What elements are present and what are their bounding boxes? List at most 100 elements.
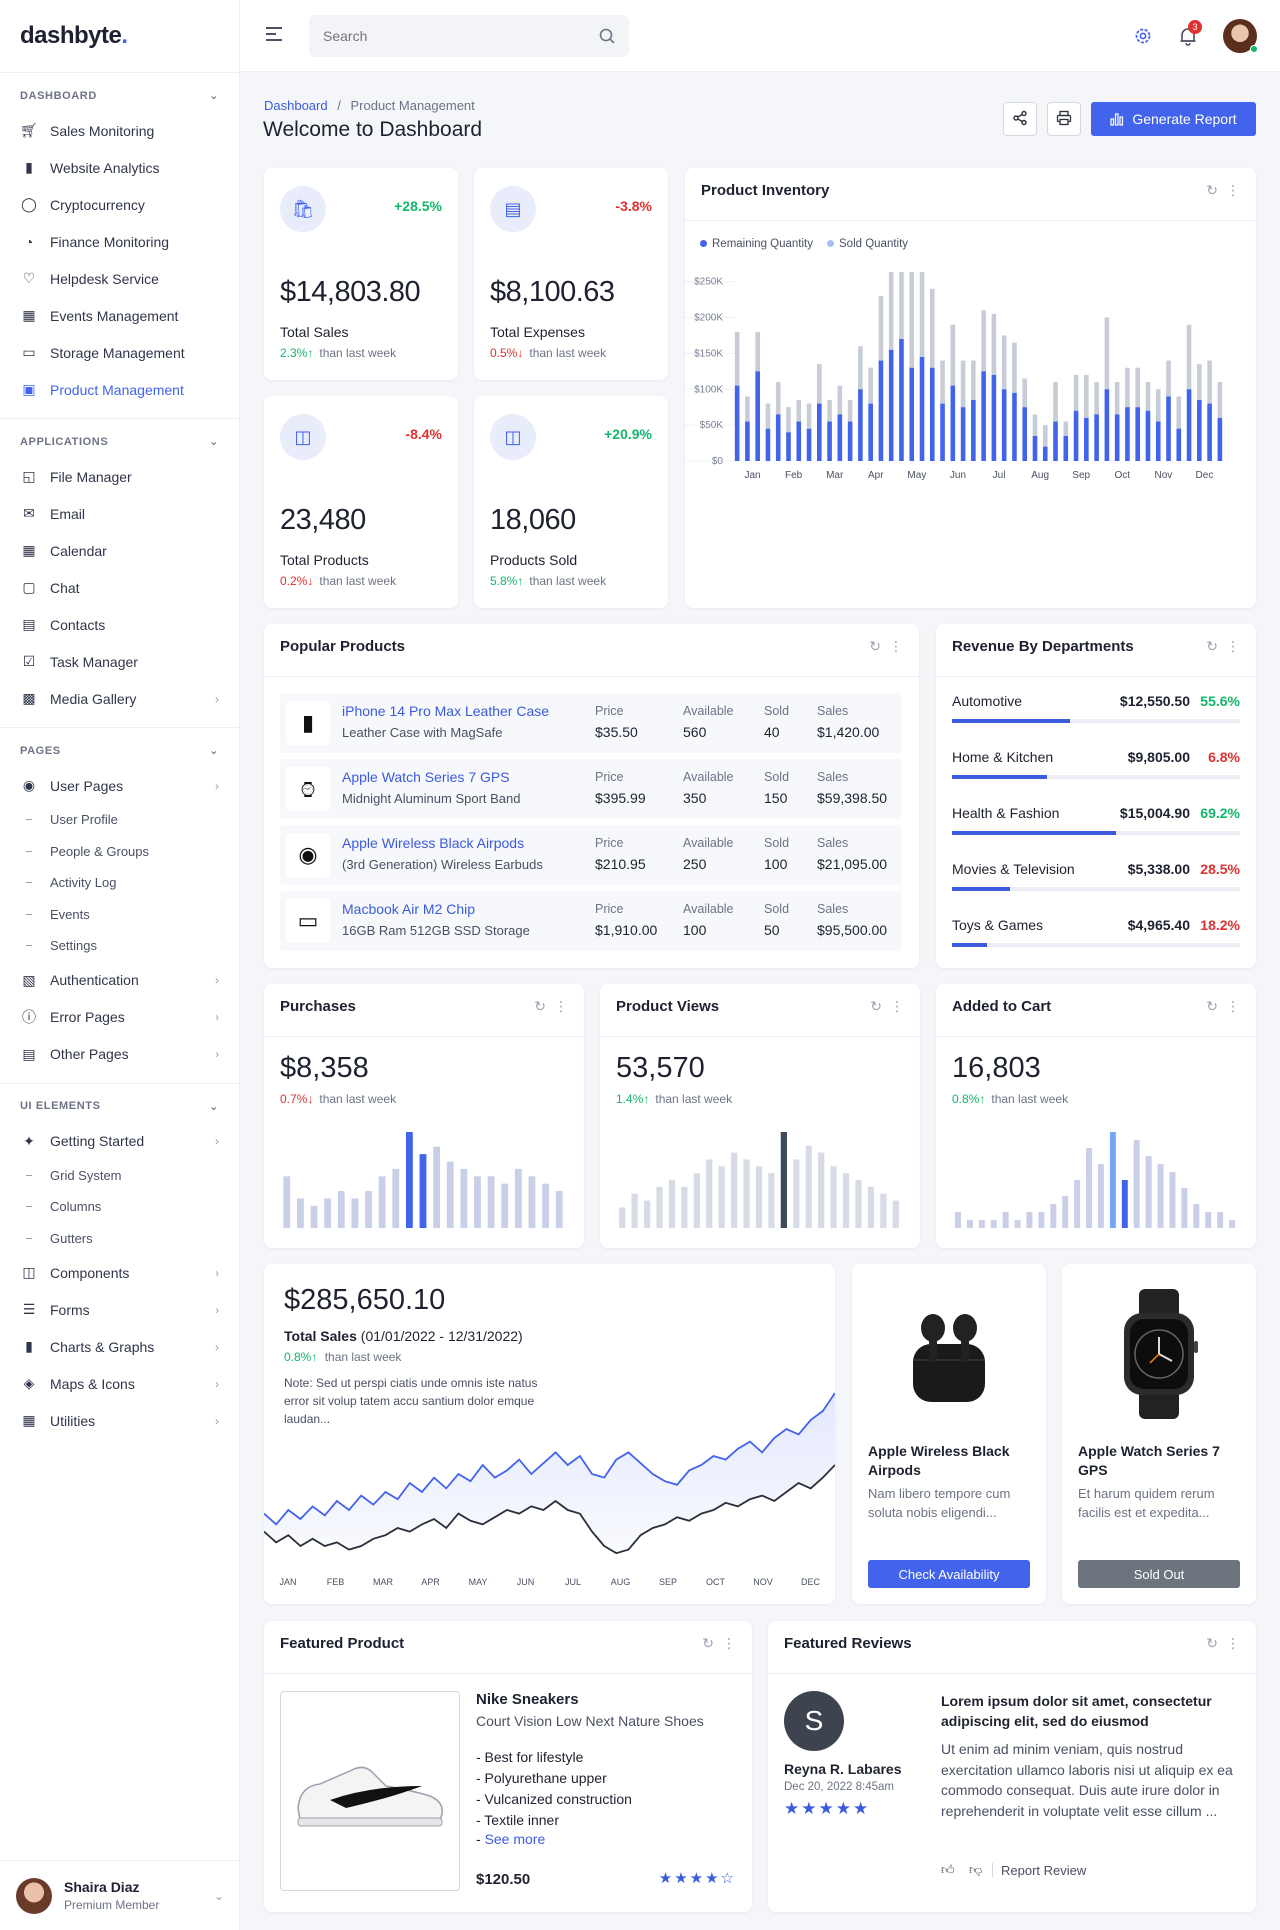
chart-bar[interactable] xyxy=(1157,1164,1164,1228)
bar-sold[interactable] xyxy=(806,403,812,429)
chart-bar[interactable] xyxy=(1097,1164,1104,1228)
bar-sold[interactable] xyxy=(837,385,843,415)
chart-bar[interactable] xyxy=(681,1186,688,1228)
chart-bar[interactable] xyxy=(780,1132,787,1228)
table-row[interactable]: ⌚︎ Apple Watch Series 7 GPS Midnight Alumi… xyxy=(280,759,902,819)
brand-logo[interactable]: dashbyte. xyxy=(0,0,239,72)
bar-sold[interactable] xyxy=(827,400,832,422)
sidebar-item-file-manager[interactable]: ◱ File Manager xyxy=(0,458,239,495)
refresh-icon[interactable]: ↻ xyxy=(1206,182,1218,198)
sidebar-item-chat[interactable]: ▢ Chat xyxy=(0,569,239,606)
bar-remaining[interactable] xyxy=(1217,417,1223,461)
bar-sold[interactable] xyxy=(1104,317,1110,390)
bar-sold[interactable] xyxy=(899,272,904,340)
nav-section-header[interactable]: APPLICATIONS ⌄ xyxy=(0,431,239,458)
bar-remaining[interactable] xyxy=(1176,428,1182,461)
bar-remaining[interactable] xyxy=(909,367,915,461)
bar-sold[interactable] xyxy=(1186,324,1192,390)
sidebar-item-product-management[interactable]: ▣ Product Management xyxy=(0,371,239,408)
bar-sold[interactable] xyxy=(734,331,740,386)
bar-sold[interactable] xyxy=(1207,360,1212,404)
bar-sold[interactable] xyxy=(847,400,853,422)
refresh-icon[interactable]: ↻ xyxy=(869,638,881,654)
bar-sold[interactable] xyxy=(940,360,945,404)
star-empty-icon[interactable]: ☆ xyxy=(720,1870,736,1887)
table-row[interactable]: ◉ Apple Wireless Black Airpods (3rd Genera… xyxy=(280,825,902,885)
bar-remaining[interactable] xyxy=(1125,407,1130,461)
bar-remaining[interactable] xyxy=(1135,407,1140,461)
bar-sold[interactable] xyxy=(1155,389,1161,422)
chart-bar[interactable] xyxy=(805,1145,812,1228)
sidebar-subitem-settings[interactable]: Settings xyxy=(0,930,239,962)
more-vertical-icon[interactable]: ⋮ xyxy=(1226,1635,1240,1651)
thumbs-down-icon[interactable]: 👎︎ xyxy=(969,1862,983,1877)
bar-sold[interactable] xyxy=(909,272,915,368)
product-image-frame[interactable] xyxy=(280,1691,460,1891)
sidebar-item-storage-management[interactable]: ▭ Storage Management xyxy=(0,334,239,371)
chart-bar[interactable] xyxy=(1050,1204,1057,1228)
chart-bar[interactable] xyxy=(1169,1172,1176,1228)
bar-sold[interactable] xyxy=(971,360,976,401)
product-name-link[interactable]: Apple Wireless Black Airpods xyxy=(342,835,525,851)
sidebar-item-contacts[interactable]: ▤ Contacts xyxy=(0,606,239,643)
nav-section-header[interactable]: PAGES ⌄ xyxy=(0,740,239,767)
share-button[interactable] xyxy=(1003,102,1037,136)
bar-sold[interactable] xyxy=(1197,364,1202,401)
bar-sold[interactable] xyxy=(950,324,956,386)
search-input[interactable] xyxy=(309,15,629,57)
chart-bar[interactable] xyxy=(514,1168,522,1228)
sidebar-subitem-people-groups[interactable]: People & Groups xyxy=(0,836,239,868)
refresh-icon[interactable]: ↻ xyxy=(1206,998,1218,1014)
bar-remaining[interactable] xyxy=(1001,389,1007,461)
chart-bar[interactable] xyxy=(643,1200,651,1228)
bar-remaining[interactable] xyxy=(1053,421,1058,461)
chart-bar[interactable] xyxy=(487,1176,495,1228)
bar-remaining[interactable] xyxy=(1012,392,1017,461)
chart-bar[interactable] xyxy=(978,1220,985,1228)
bar-remaining[interactable] xyxy=(745,421,750,461)
bar-sold[interactable] xyxy=(1001,335,1007,390)
bar-sold[interactable] xyxy=(1022,378,1028,408)
more-vertical-icon[interactable]: ⋮ xyxy=(554,998,568,1014)
bar-remaining[interactable] xyxy=(765,428,771,461)
sidebar-item-error-pages[interactable]: ⓘ Error Pages › xyxy=(0,999,239,1036)
sidebar-item-media-gallery[interactable]: ▩ Media Gallery › xyxy=(0,680,239,717)
bar-remaining[interactable] xyxy=(1022,407,1028,461)
chart-bar[interactable] xyxy=(351,1198,359,1228)
bar-sold[interactable] xyxy=(775,382,781,415)
bar-remaining[interactable] xyxy=(1063,435,1069,461)
bar-remaining[interactable] xyxy=(1084,417,1089,461)
sidebar-item-website-analytics[interactable]: ▮ Website Analytics xyxy=(0,149,239,186)
bar-remaining[interactable] xyxy=(734,385,740,461)
refresh-icon[interactable]: ↻ xyxy=(702,1635,714,1651)
more-vertical-icon[interactable]: ⋮ xyxy=(1226,182,1240,198)
more-vertical-icon[interactable]: ⋮ xyxy=(722,1635,736,1651)
sidebar-user[interactable]: Shaira Diaz Premium Member ⌄ xyxy=(0,1860,240,1930)
sidebar-subitem-grid-system[interactable]: Grid System xyxy=(0,1160,239,1192)
refresh-icon[interactable]: ↻ xyxy=(870,998,882,1014)
bar-remaining[interactable] xyxy=(1155,421,1161,461)
chart-bar[interactable] xyxy=(446,1161,454,1228)
chart-bar[interactable] xyxy=(1074,1180,1081,1228)
bar-sold[interactable] xyxy=(919,272,925,357)
chart-bar[interactable] xyxy=(818,1152,825,1228)
breadcrumb-link[interactable]: Dashboard xyxy=(264,98,328,113)
table-row[interactable]: ▮ iPhone 14 Pro Max Leather Case Leather C… xyxy=(280,693,902,753)
sidebar-item-sales-monitoring[interactable]: 🛒︎ Sales Monitoring xyxy=(0,112,239,149)
bar-remaining[interactable] xyxy=(1145,410,1151,461)
bar-remaining[interactable] xyxy=(971,400,976,461)
bar-remaining[interactable] xyxy=(755,371,760,461)
star-filled-icon[interactable]: ★ xyxy=(689,1870,706,1887)
bar-remaining[interactable] xyxy=(817,403,822,461)
sidebar-item-user-pages[interactable]: ◉ User Pages › xyxy=(0,767,239,804)
chart-bar[interactable] xyxy=(392,1168,400,1228)
bar-sold[interactable] xyxy=(1114,382,1120,415)
bar-sold[interactable] xyxy=(858,346,863,390)
bar-sold[interactable] xyxy=(960,360,966,408)
chart-bar[interactable] xyxy=(555,1191,563,1228)
chart-bar[interactable] xyxy=(656,1186,663,1228)
sidebar-item-cryptocurrency[interactable]: ◯ Cryptocurrency xyxy=(0,186,239,223)
sidebar-item-events-management[interactable]: ▦ Events Management xyxy=(0,297,239,334)
bar-remaining[interactable] xyxy=(929,367,935,461)
bar-sold[interactable] xyxy=(1166,360,1171,397)
